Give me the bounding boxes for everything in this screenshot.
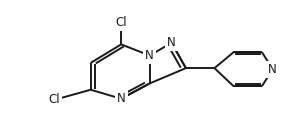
Text: N: N [117, 92, 126, 105]
Text: N: N [268, 63, 277, 76]
Text: N: N [167, 36, 176, 49]
Text: Cl: Cl [115, 16, 127, 29]
Text: N: N [145, 49, 154, 62]
Text: Cl: Cl [49, 93, 60, 106]
